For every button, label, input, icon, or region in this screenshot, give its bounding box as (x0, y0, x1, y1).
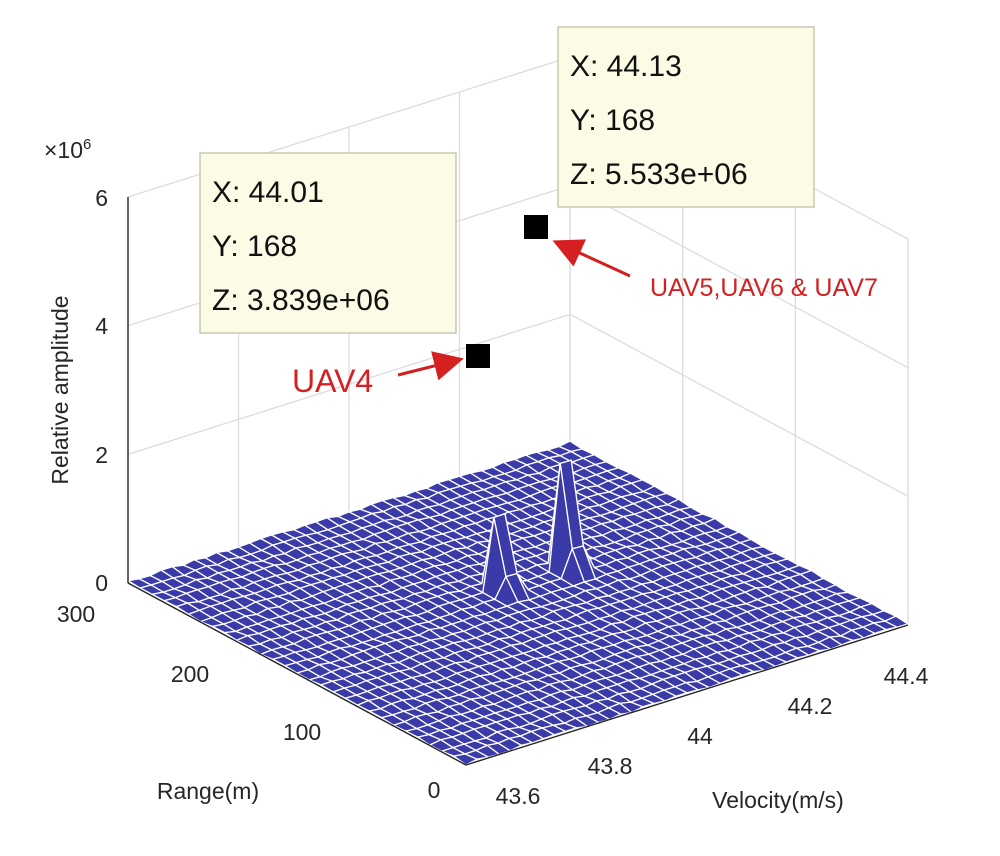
y-tick-label: 0 (428, 777, 441, 803)
datatip-marker-uav567[interactable] (524, 215, 548, 239)
x-tick-label: 43.6 (496, 783, 541, 809)
annotation-uav4: UAV4 (292, 363, 373, 399)
datatip-x: X: 44.13 (570, 50, 682, 83)
datatip-x: X: 44.01 (212, 176, 324, 209)
grid-line (569, 313, 909, 497)
annotation-arrow-uav4 (397, 351, 464, 381)
z-tick-label: 6 (95, 185, 108, 211)
y-axis-label: Range(m) (157, 778, 259, 804)
x-tick-label: 44.2 (788, 693, 833, 719)
x-axis-label: Velocity(m/s) (712, 787, 844, 813)
annotation-arrow-uav567 (552, 239, 631, 278)
datatip-z: Z: 5.533e+06 (570, 158, 748, 191)
x-axis-line (465, 624, 909, 766)
surface-patch (453, 753, 478, 766)
datatip-y: Y: 168 (570, 104, 655, 137)
datatip-y: Y: 168 (212, 230, 297, 263)
z-axis-label: Relative amplitude (47, 295, 73, 484)
annotation-uav567: UAV5,UAV6 & UAV7 (650, 274, 878, 302)
z-exponent-label: ×106 (44, 136, 91, 163)
tick-layer: 0 2 4 6 ×106 0 100 200 300 43.6 43.8 44 … (44, 136, 929, 809)
x-tick-label: 44 (687, 723, 713, 749)
y-tick-label: 100 (283, 719, 321, 745)
grid-line (127, 313, 571, 455)
z-tick-label: 2 (95, 442, 108, 468)
y-axis-line (127, 582, 467, 766)
surface-mesh (127, 440, 909, 766)
datatip-box-uav4: X: 44.01 Y: 168 Z: 3.839e+06 (199, 152, 457, 334)
datatip-marker-uav4[interactable] (466, 344, 490, 368)
datatip-z: Z: 3.839e+06 (212, 284, 390, 317)
z-tick-label: 4 (95, 313, 108, 339)
y-tick-label: 200 (171, 661, 209, 687)
axes-layer (127, 197, 909, 766)
z-tick-label: 0 (95, 570, 108, 596)
datatip-box-uav567: X: 44.13 Y: 168 Z: 5.533e+06 (557, 26, 815, 208)
x-tick-label: 44.4 (884, 663, 929, 689)
y-tick-label: 300 (57, 601, 95, 627)
grid-line (569, 185, 909, 369)
x-tick-label: 43.8 (588, 753, 633, 779)
